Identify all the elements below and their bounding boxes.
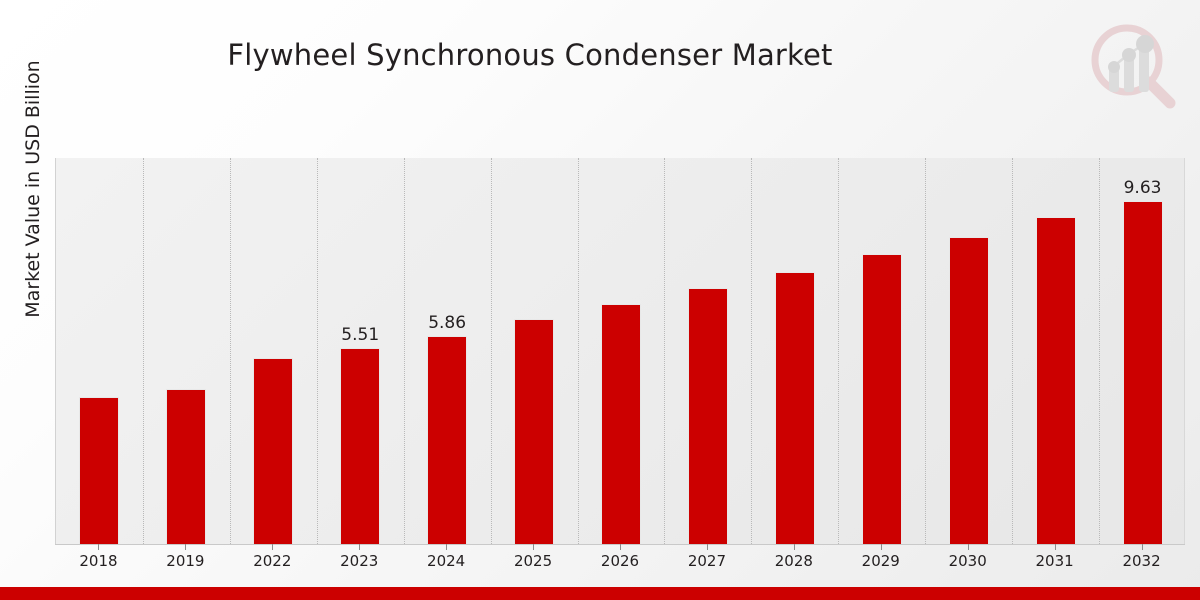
- bar-2029[interactable]: [861, 158, 902, 544]
- bars-layer: 5.51 5.86 9.63: [56, 158, 1184, 544]
- x-tick-mark: [793, 544, 795, 550]
- bar-rect[interactable]: [861, 254, 902, 544]
- x-tick-mark: [446, 544, 448, 550]
- x-tick-label-2027: 2027: [687, 552, 727, 570]
- market-research-magnifier-bar-logo: [1082, 18, 1182, 114]
- y-axis-title: Market Value in USD Billion: [22, 60, 44, 318]
- bar-2032[interactable]: 9.63: [1122, 158, 1163, 544]
- bar-rect[interactable]: [601, 304, 641, 544]
- bar-rect[interactable]: [166, 388, 207, 544]
- page-title: Flywheel Synchronous Condenser Market: [227, 38, 833, 72]
- x-tick-mark: [880, 544, 882, 550]
- bar-rect[interactable]: [340, 347, 381, 544]
- bar-value-label-2032: 9.63: [1123, 178, 1162, 199]
- x-tick-label-2031: 2031: [1035, 552, 1074, 570]
- x-tick-label-2025: 2025: [513, 552, 553, 570]
- x-tick-label-2026: 2026: [600, 552, 640, 570]
- bar-2026[interactable]: [601, 158, 641, 544]
- x-tick-label-2024: 2024: [427, 552, 466, 570]
- bar-2030[interactable]: [948, 158, 989, 544]
- bar-rect[interactable]: [514, 319, 555, 544]
- bar-2025[interactable]: [514, 158, 555, 544]
- bar-value-label-2023: 5.51: [341, 324, 380, 345]
- x-tick-mark: [706, 544, 708, 550]
- plot-area: 5.51 5.86 9.63: [55, 158, 1185, 544]
- bar-rect[interactable]: [79, 397, 120, 544]
- x-tick-mark: [1141, 544, 1143, 550]
- x-tick-label-2029: 2029: [861, 552, 900, 570]
- bar-2022[interactable]: [253, 158, 294, 544]
- bar-2019[interactable]: [166, 158, 207, 544]
- bar-2024[interactable]: 5.86: [427, 158, 468, 544]
- x-tick-label-2028: 2028: [774, 552, 813, 570]
- x-tick-label-2023: 2023: [340, 552, 379, 570]
- x-tick-mark: [185, 544, 187, 550]
- bar-2023[interactable]: 5.51: [340, 158, 381, 544]
- bottom-accent-band: [0, 587, 1200, 600]
- bar-rect[interactable]: [253, 358, 294, 544]
- x-tick-mark: [98, 544, 100, 550]
- x-tick-mark: [620, 544, 621, 550]
- bar-rect[interactable]: [774, 272, 815, 544]
- bar-2027[interactable]: [687, 158, 728, 544]
- bar-2018[interactable]: [79, 158, 120, 544]
- bar-rect[interactable]: [1035, 217, 1076, 544]
- bar-rect[interactable]: [1122, 201, 1163, 544]
- x-tick-label-2030: 2030: [948, 552, 987, 570]
- x-tick-label-2018: 2018: [79, 552, 118, 570]
- bar-2031[interactable]: [1035, 158, 1076, 544]
- bar-value-label-2024: 5.86: [428, 312, 467, 333]
- bar-rect[interactable]: [687, 288, 728, 544]
- bar-rect[interactable]: [427, 335, 468, 544]
- x-tick-mark: [967, 544, 969, 550]
- x-tick-label-2019: 2019: [166, 552, 205, 570]
- x-axis-ticks: 2018 2019 2022 2023 2024 2025 2026 2027 2028 2029…: [55, 544, 1185, 574]
- x-tick-label-2022: 2022: [253, 552, 292, 570]
- x-tick-mark: [533, 544, 535, 550]
- x-tick-mark: [1054, 544, 1056, 550]
- bar-rect[interactable]: [948, 237, 989, 544]
- bar-2028[interactable]: [774, 158, 815, 544]
- x-tick-mark: [359, 544, 361, 550]
- x-tick-label-2032: 2032: [1122, 552, 1161, 570]
- x-tick-mark: [272, 544, 274, 550]
